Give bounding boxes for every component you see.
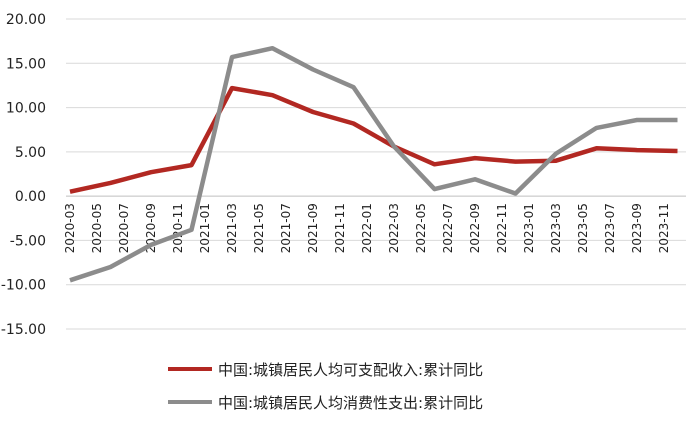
x-tick-label: 2022-11 xyxy=(495,203,509,253)
x-tick-label: 2021-03 xyxy=(225,203,239,253)
y-tick-label: 15.00 xyxy=(6,56,46,72)
x-tick-label: 2023-07 xyxy=(603,203,617,253)
x-tick-label: 2023-09 xyxy=(630,203,644,253)
x-tick-label: 2023-05 xyxy=(576,203,590,253)
x-tick-label: 2023-11 xyxy=(657,203,671,253)
series-line-consumption xyxy=(69,45,678,283)
series-line-income xyxy=(69,85,678,194)
x-tick-label: 2020-11 xyxy=(171,203,185,253)
legend-swatch-income xyxy=(168,367,212,371)
x-tick-label: 2021-07 xyxy=(279,203,293,253)
y-tick-label: 20.00 xyxy=(6,12,46,28)
x-tick-label: 2020-05 xyxy=(90,203,104,253)
x-tick-label: 2022-03 xyxy=(387,203,401,253)
x-tick-label: 2022-07 xyxy=(441,203,455,253)
y-tick-label: 0.00 xyxy=(15,189,46,205)
legend-swatch-consumption xyxy=(168,400,212,404)
legend-item-consumption: 中国:城镇居民人均消费性支出:累计同比 xyxy=(168,391,668,413)
y-tick-label: -15.00 xyxy=(1,322,46,338)
x-tick-label: 2021-11 xyxy=(333,203,347,253)
x-tick-label: 2022-01 xyxy=(360,203,374,253)
x-tick-label: 2020-09 xyxy=(144,203,158,253)
x-tick-label: 2021-05 xyxy=(252,203,266,253)
legend-label-income: 中国:城镇居民人均可支配收入:累计同比 xyxy=(218,360,484,379)
x-tick-label: 2020-03 xyxy=(63,203,77,253)
x-tick-label: 2023-03 xyxy=(549,203,563,253)
x-tick-label: 2020-07 xyxy=(117,203,131,253)
series-lines xyxy=(69,45,678,283)
y-tick-label: -5.00 xyxy=(10,233,46,249)
y-tick-label: -10.00 xyxy=(1,278,46,294)
x-axis-tick-labels: 2020-03 2020-05 2020-07 2020-09 2020-11 2021-… xyxy=(63,203,671,253)
x-tick-label: 2021-09 xyxy=(306,203,320,253)
x-tick-label: 2023-01 xyxy=(522,203,536,253)
y-axis-tick-labels: 20.00 15.00 10.00 5.00 0.00 -5.00 -10.00 -15.00 xyxy=(1,12,46,338)
legend-item-income: 中国:城镇居民人均可支配收入:累计同比 xyxy=(168,358,668,380)
legend-label-consumption: 中国:城镇居民人均消费性支出:累计同比 xyxy=(218,393,484,412)
y-tick-label: 5.00 xyxy=(15,145,46,161)
x-tick-label: 2022-05 xyxy=(414,203,428,253)
grid-lines xyxy=(66,18,686,330)
y-tick-label: 10.00 xyxy=(6,101,46,117)
x-tick-label: 2022-09 xyxy=(468,203,482,253)
x-tick-label: 2021-01 xyxy=(198,203,212,253)
